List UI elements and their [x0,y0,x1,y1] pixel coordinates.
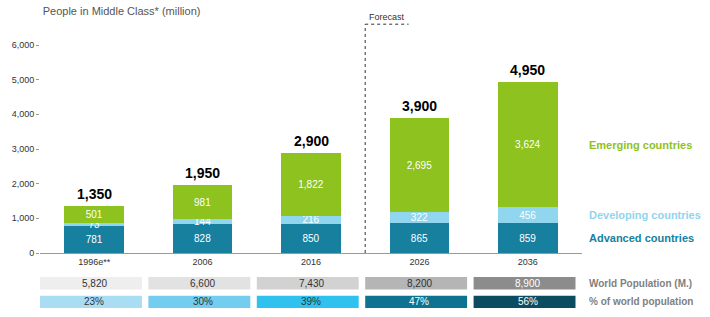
svg-text:5,820: 5,820 [82,278,107,289]
svg-text:39%: 39% [301,296,321,307]
svg-text:2016: 2016 [301,257,321,267]
svg-text:850: 850 [302,233,319,244]
svg-text:Emerging countries: Emerging countries [589,139,692,151]
svg-text:216: 216 [302,214,319,225]
svg-text:3,900: 3,900 [402,98,437,114]
svg-text:Developing countries: Developing countries [589,209,701,221]
svg-text:322: 322 [411,212,428,223]
svg-text:0: 0 [29,248,34,258]
svg-text:1,950: 1,950 [185,165,220,181]
svg-text:501: 501 [86,209,103,220]
svg-text:4,950: 4,950 [510,62,545,78]
svg-text:981: 981 [194,197,211,208]
svg-text:56%: 56% [518,296,538,307]
svg-text:144: 144 [194,216,211,227]
svg-text:781: 781 [86,234,103,245]
svg-text:Advanced countries: Advanced countries [589,232,694,244]
svg-text:3,000: 3,000 [12,144,35,154]
svg-text:Forecast: Forecast [369,12,405,22]
svg-text:2036: 2036 [518,257,538,267]
svg-text:1,822: 1,822 [298,179,323,190]
svg-text:456: 456 [519,210,536,221]
svg-text:8,200: 8,200 [407,278,432,289]
svg-text:1,000: 1,000 [12,213,35,223]
svg-text:1,350: 1,350 [77,186,112,202]
svg-text:8,900: 8,900 [515,278,540,289]
svg-text:73: 73 [88,219,100,230]
svg-text:2006: 2006 [193,257,213,267]
svg-text:7,430: 7,430 [299,278,324,289]
svg-text:4,000: 4,000 [12,109,35,119]
svg-text:865: 865 [411,233,428,244]
svg-text:% of world population: % of world population [589,296,693,307]
svg-text:47%: 47% [409,296,429,307]
svg-text:1996e**: 1996e** [78,257,111,267]
svg-text:6,000: 6,000 [12,40,35,50]
svg-text:People in Middle Class* (milli: People in Middle Class* (million) [43,5,201,17]
svg-text:3,624: 3,624 [515,139,540,150]
svg-text:5,000: 5,000 [12,75,35,85]
svg-text:828: 828 [194,233,211,244]
svg-text:23%: 23% [84,296,104,307]
svg-text:859: 859 [519,233,536,244]
svg-text:2,695: 2,695 [407,160,432,171]
svg-text:30%: 30% [193,296,213,307]
svg-text:World Population (M.): World Population (M.) [589,278,692,289]
svg-text:2,000: 2,000 [12,179,35,189]
svg-text:2026: 2026 [409,257,429,267]
svg-text:2,900: 2,900 [294,133,329,149]
svg-text:6,600: 6,600 [190,278,215,289]
